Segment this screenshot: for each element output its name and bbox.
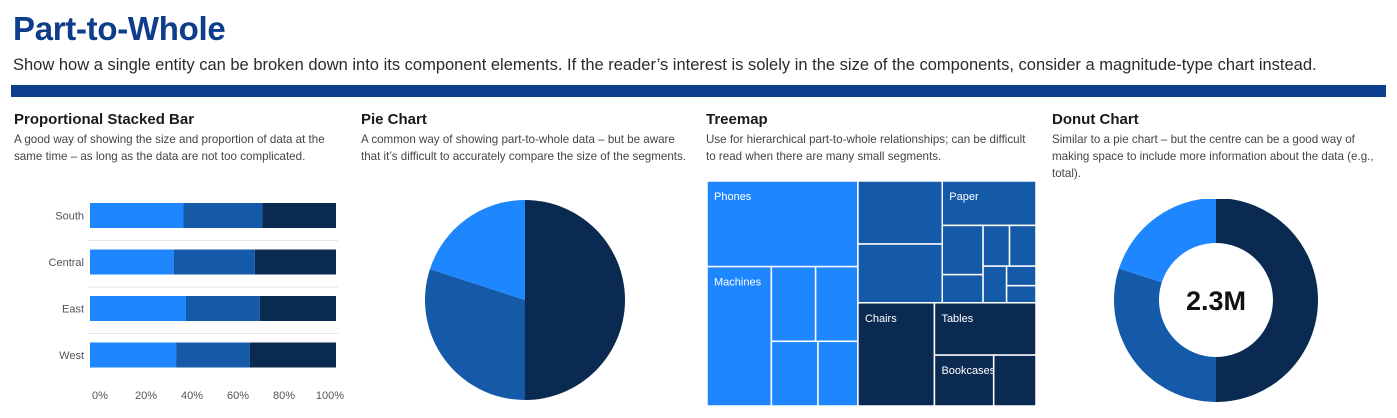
treemap-cell — [817, 340, 859, 406]
bar-segment — [173, 249, 255, 275]
treemap-cell — [857, 243, 944, 304]
treemap-description: Use for hierarchical part-to-whole relat… — [706, 133, 1026, 163]
bar-segment — [90, 296, 186, 321]
donut-chart-title: Donut Chart — [1052, 111, 1139, 128]
treemap-cell — [982, 224, 1011, 267]
treemap-cell — [941, 181, 1036, 227]
treemap-label: Paper — [949, 191, 979, 203]
stacked-bar-title: Proportional Stacked Bar — [14, 111, 195, 128]
x-tick-label: 60% — [227, 390, 249, 402]
treemap-title: Treemap — [706, 111, 768, 128]
donut-slice — [1216, 199, 1318, 402]
pie-slice — [429, 200, 525, 300]
treemap-cell — [707, 181, 859, 268]
treemap-cell — [992, 354, 1036, 406]
pie-chart — [425, 200, 625, 400]
category-label: East — [62, 304, 84, 316]
category-label: West — [59, 350, 84, 362]
pie-slice — [525, 200, 625, 400]
x-tick-label: 100% — [316, 390, 344, 402]
bar-segment — [90, 249, 174, 275]
treemap-label: Machines — [714, 277, 762, 289]
pie-chart-title: Pie Chart — [361, 111, 427, 128]
donut-chart — [1114, 199, 1318, 402]
treemap-cell — [770, 265, 817, 343]
treemap-cell — [1005, 284, 1036, 304]
treemap-cell — [933, 302, 1036, 356]
treemap-cell — [814, 265, 859, 343]
treemap-label: Chairs — [865, 313, 897, 325]
bar-segment — [176, 342, 250, 368]
treemap-cell — [982, 265, 1008, 304]
treemap-label: Phones — [714, 191, 752, 203]
category-label: South — [55, 211, 84, 223]
category-label: Central — [49, 257, 84, 269]
treemap-cell — [933, 354, 995, 406]
bar-segment — [262, 203, 336, 228]
bar-segment — [185, 296, 260, 321]
treemap-cell — [941, 273, 984, 304]
page-subtitle: Show how a single entity can be broken d… — [13, 56, 1317, 74]
bar-segment — [254, 249, 336, 275]
bar-segment — [183, 203, 263, 228]
header-rule — [11, 85, 1386, 97]
bar-segment — [90, 203, 184, 228]
treemap-label: Bookcases — [941, 365, 995, 377]
stacked-bar-chart: South Central East West 0% 20% 40% 60% 80% 100% — [49, 203, 344, 402]
treemap-cell — [857, 181, 944, 245]
bar-segment — [90, 342, 177, 368]
x-tick-label: 40% — [181, 390, 203, 402]
pie-chart-description: A common way of showing part-to-whole da… — [361, 133, 687, 163]
bar-segment — [249, 342, 336, 368]
treemap-chart: Phones Machines Paper Chairs Tables Bookcases — [707, 181, 1036, 406]
pie-slice — [425, 269, 525, 400]
stacked-bar-description: A good way of showing the size and propo… — [14, 133, 325, 163]
page-title: Part-to-Whole — [13, 10, 226, 47]
x-tick-label: 0% — [92, 390, 108, 402]
x-tick-label: 20% — [135, 390, 157, 402]
bar-segment — [259, 296, 336, 321]
treemap-cell — [941, 224, 984, 276]
treemap-label: Tables — [941, 313, 973, 325]
treemap-cell — [770, 340, 819, 406]
donut-chart-description: Similar to a pie chart – but the centre … — [1052, 133, 1374, 180]
treemap-cell — [1005, 265, 1036, 287]
donut-center-label: 2.3M — [1185, 286, 1247, 316]
x-tick-label: 80% — [273, 390, 295, 402]
treemap-cell — [1008, 224, 1036, 267]
donut-slice — [1114, 268, 1216, 402]
donut-slice — [1118, 199, 1216, 283]
